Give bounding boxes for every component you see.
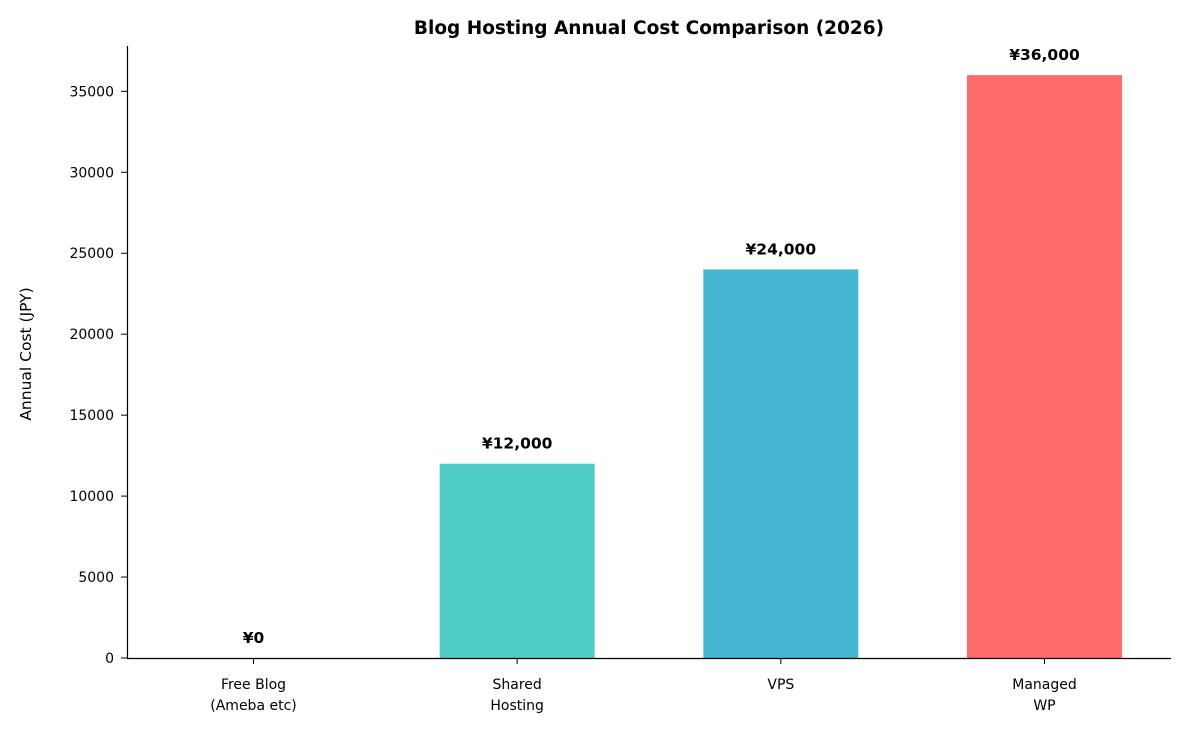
y-tick-label-4: 20000 [69,327,114,343]
x-tick-label-line: Hosting [490,698,544,714]
x-tick-label-0: Free Blog (Ameba etc) [210,677,296,714]
x-tick-label-2: VPS [767,677,794,693]
x-tick-label-line: Free Blog [221,677,286,693]
y-tick-label-6: 30000 [69,165,114,181]
x-axis-ticks: Free Blog (Ameba etc) Shared Hosting VPS Mana… [210,658,1077,714]
value-label-3: ¥36,000 [1009,46,1080,64]
bar-1 [439,463,595,658]
bar-2 [703,269,859,658]
value-label-0: ¥0 [243,629,265,647]
x-tick-label-line: WP [1033,698,1055,714]
bar-3 [967,75,1122,658]
x-tick-label-line: (Ameba etc) [210,698,296,714]
chart-title: Blog Hosting Annual Cost Comparison (202… [414,18,884,39]
x-tick-label-line: Managed [1012,677,1077,693]
y-tick-label-5: 25000 [69,246,114,262]
value-label-2: ¥24,000 [746,240,817,258]
y-tick-label-2: 10000 [69,489,114,505]
value-label-1: ¥12,000 [482,435,553,453]
value-labels-group: ¥0 ¥12,000 ¥24,000 ¥36,000 [243,46,1080,647]
y-tick-label-7: 35000 [69,84,114,100]
y-axis-label: Annual Cost (JPY) [17,287,35,420]
y-tick-label-0: 0 [105,651,114,667]
x-tick-label-line: Shared [493,677,542,693]
y-tick-label-1: 5000 [78,570,114,586]
bars-group [439,75,1122,658]
x-tick-label-3: Managed WP [1012,677,1077,714]
y-tick-label-3: 15000 [69,408,114,424]
y-axis-ticks: 0 5000 10000 15000 20000 25000 30000 35000 [69,84,127,667]
x-tick-label-1: Shared Hosting [490,677,544,714]
x-tick-label-line: VPS [767,677,794,693]
